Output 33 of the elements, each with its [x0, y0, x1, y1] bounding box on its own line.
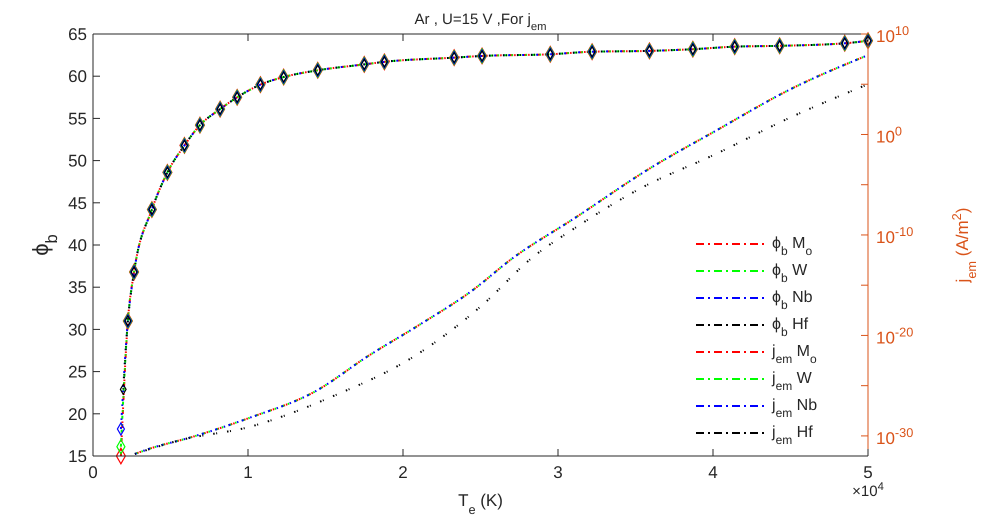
- legend-label: ϕ$_{b}$ Nb: [772, 289, 813, 312]
- x-tick-label: 1: [243, 463, 253, 482]
- x-tick-label: 4: [708, 463, 718, 482]
- y-tick-label: 50: [68, 152, 87, 171]
- y-tick-label: 15: [68, 447, 87, 466]
- y-tick-label: 55: [68, 109, 87, 128]
- y2-tick-label: 10$^{0}$: [876, 122, 902, 146]
- legend-label: j$_{em}$ Hf: [771, 424, 814, 447]
- legend-label: j$_{em}$ M$_{o}$: [771, 343, 818, 366]
- x-tick-label: 2: [398, 463, 408, 482]
- chart-title: Ar , U=15 V ,For j$_{em}$: [414, 11, 546, 33]
- legend-label: ϕ$_{b}$ W: [772, 262, 808, 285]
- y-tick-label: 65: [68, 25, 87, 44]
- legend-label: j$_{em}$ W: [771, 370, 813, 393]
- legend-label: ϕ$_{b}$ M$_{o}$: [772, 235, 812, 258]
- x-axis-title: T$_{e}$ (K): [458, 491, 503, 516]
- y2-tick-label: 10$^{-20}$: [876, 324, 914, 348]
- y-tick-label: 25: [68, 362, 87, 382]
- y-tick-label: 45: [68, 194, 87, 213]
- x-tick-label: 0: [88, 463, 98, 482]
- x-tick-label: 3: [553, 463, 563, 482]
- y2-tick-label: 10$^{-30}$: [876, 424, 914, 448]
- y-tick-label: 20: [68, 404, 87, 424]
- y2-tick-label: 10$^{-10}$: [876, 223, 914, 247]
- y2-tick-label: 10$^{10}$: [876, 22, 910, 46]
- y-tick-label: 35: [68, 278, 87, 298]
- text: ×10$^{4}$: [852, 481, 884, 500]
- y-tick-label: 30: [68, 320, 87, 340]
- legend-label: j$_{em}$ Nb: [771, 397, 818, 420]
- y-tick-label: 40: [68, 236, 87, 255]
- x-tick-label: 5: [863, 463, 873, 482]
- y-tick-label: 60: [68, 67, 87, 86]
- legend-label: ϕ$_{b}$ Hf: [772, 316, 809, 339]
